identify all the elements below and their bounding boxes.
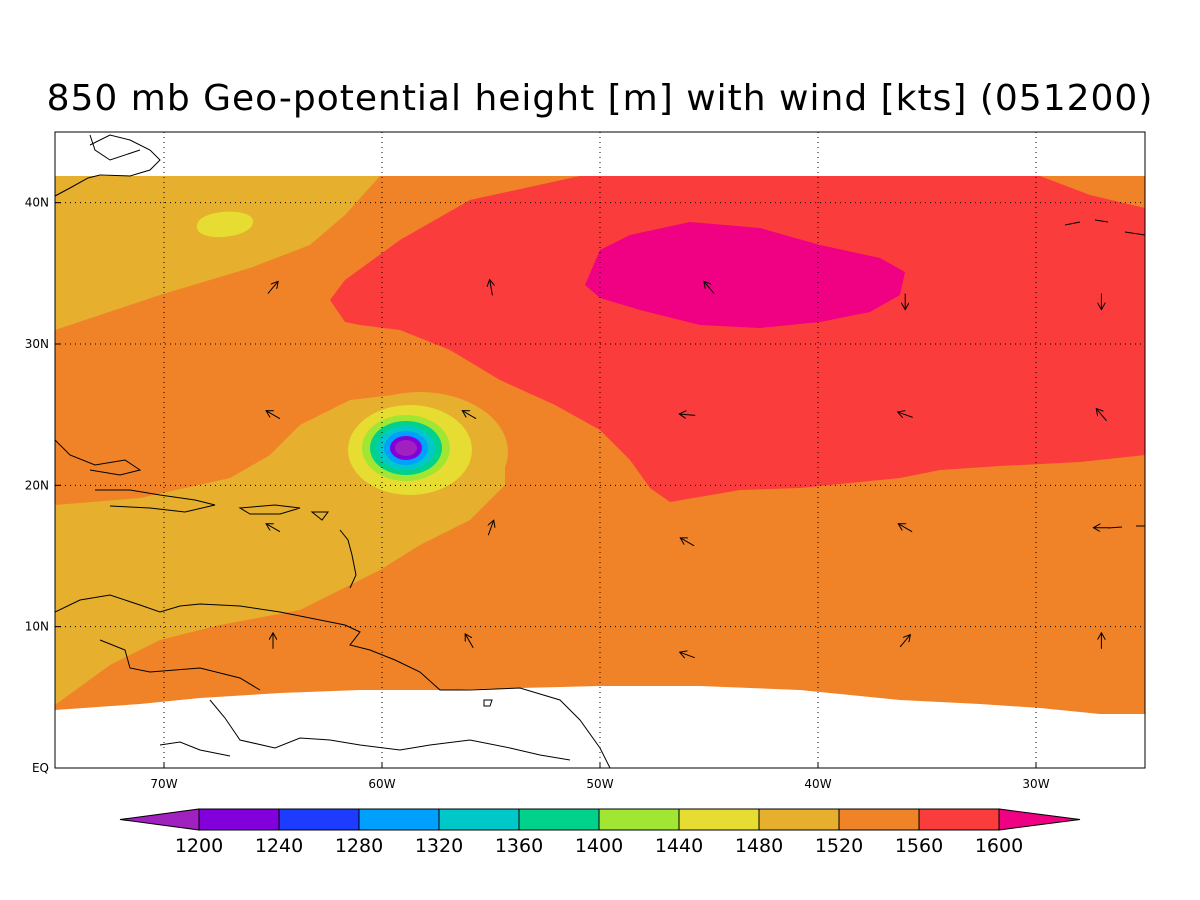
wind-arrow [899,635,910,648]
colorbar-level-label: 1280 [335,835,383,857]
wind-arrow [490,280,493,296]
colorbar-segment [278,808,360,831]
wind-arrow [898,412,913,417]
gridlines [55,132,1145,768]
lat-tick-label: 20N [25,478,49,492]
wind-vectors [266,280,1110,658]
lon-tick-label: 50W [586,777,613,791]
colorbar-segment [598,808,680,831]
wind-arrow [465,634,474,648]
colorbar-segment [358,808,440,831]
colorbar-lower-extend [119,808,200,831]
band-1520-north [55,176,380,330]
lat-tick-label: 10N [25,620,49,634]
wind-arrow [488,520,493,536]
colorbar-segment [518,808,600,831]
wind-arrow [680,652,695,657]
wind-arrow [679,414,696,415]
colorbar-segment [838,808,920,831]
wind-arrow [898,524,913,533]
lon-tick-label: 70W [150,777,177,791]
colorbar-level-label: 1320 [415,835,463,857]
colorbar-level-label: 1360 [495,835,543,857]
colorbar-level-label: 1520 [815,835,863,857]
cyclone-low [332,392,508,512]
coastlines [55,134,1145,768]
colorbar-level-label: 1400 [575,835,623,857]
colorbar-segment [918,808,1000,831]
wind-arrow [1096,409,1107,422]
wind-arrow [704,281,715,294]
colorbar-level-label: 1440 [655,835,703,857]
lon-tick-label: 40W [804,777,831,791]
lat-tick-label: 30N [25,337,49,351]
wind-arrow [267,281,278,294]
lon-tick-label: 60W [368,777,395,791]
wind-arrow [266,411,281,420]
colorbar-segment [438,808,520,831]
colorbar-level-label: 1600 [975,835,1023,857]
height-field [55,132,1145,768]
wind-arrow [266,524,281,533]
band-1600 [330,176,1145,502]
lat-tick-label: 40N [25,196,49,210]
colorbar-segment [758,808,840,831]
colorbar-level-label: 1240 [255,835,303,857]
latitude-axis: EQ 10N 20N 30N 40N [25,196,61,775]
wind-arrow [680,538,695,547]
colorbar-upper-extend [998,808,1081,831]
colorbar-level-label: 1200 [175,835,223,857]
lat-tick-label: EQ [32,761,49,775]
colorbar-level-label: 1480 [735,835,783,857]
wind-arrow [462,411,477,420]
band-1480-blob-nw [196,211,253,238]
band-1640 [585,222,905,328]
colorbar: 1200 1240 1280 1320 1360 1400 1440 1480 1520 1560… [119,808,1081,857]
lon-tick-label: 30W [1022,777,1049,791]
colorbar-level-label: 1560 [895,835,943,857]
colorbar-segment [198,808,280,831]
colorbar-segment [678,808,760,831]
longitude-axis: 70W 60W 50W 40W 30W [150,762,1050,791]
map-title: 850 mb Geo-potential height [m] with win… [46,78,1154,119]
